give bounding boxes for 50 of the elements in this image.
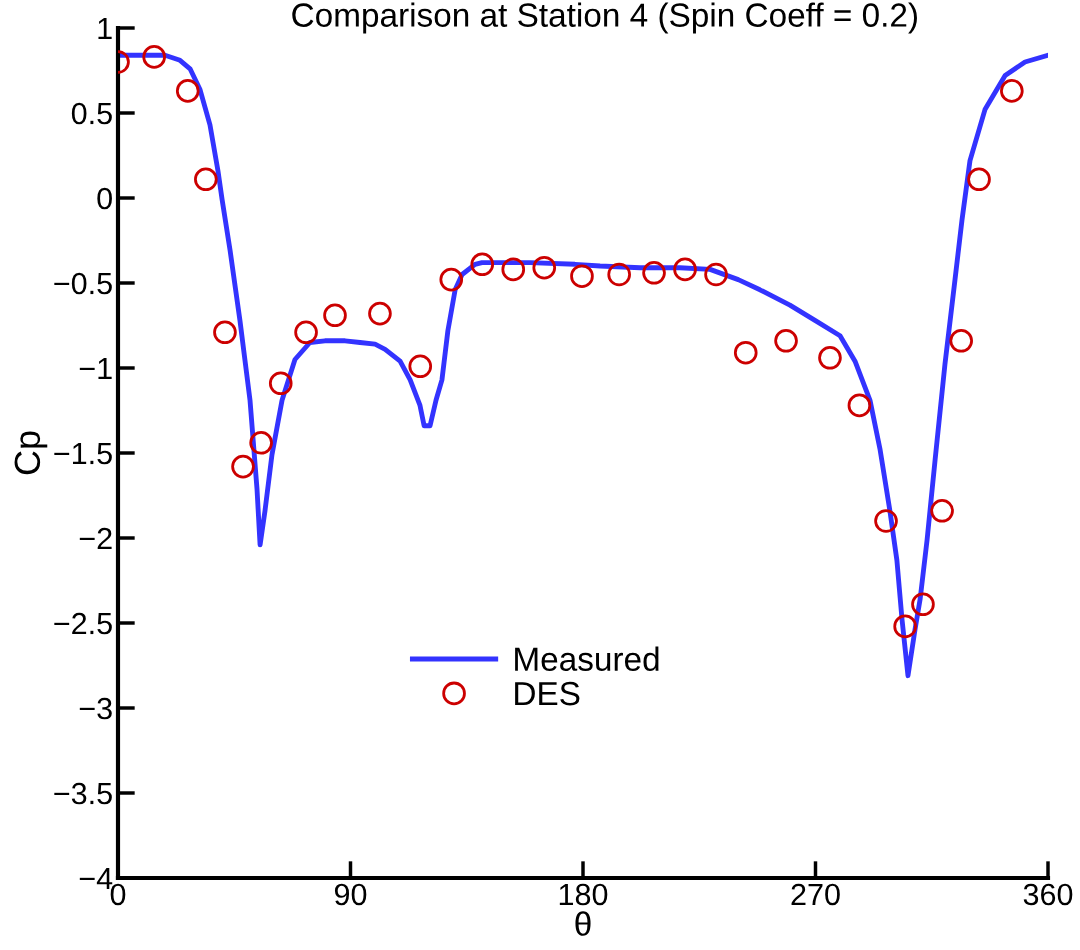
point: [439, 267, 464, 292]
chart-title: Comparison at Station 4 (Spin Coeff = 0.2): [292, 2, 917, 34]
y-tick-label: 1: [98, 18, 112, 40]
point: [607, 262, 631, 287]
y-tick-label: −0.5: [54, 272, 112, 295]
x-tick-label: 180: [559, 883, 608, 906]
point: [704, 262, 728, 287]
point: [268, 371, 293, 396]
y-axis-title: Cp: [14, 431, 48, 475]
point: [368, 301, 392, 326]
point: [194, 167, 218, 192]
y-tick-label: −2.5: [54, 612, 112, 635]
point: [501, 257, 526, 282]
legend-label: Measured: [515, 646, 659, 672]
point: [847, 393, 872, 418]
point: [570, 264, 594, 289]
point: [893, 614, 917, 639]
point: [175, 79, 200, 103]
point: [231, 454, 255, 479]
point: [949, 328, 974, 353]
y-tick-label: 0.5: [71, 102, 112, 125]
y-tick-label: −2: [79, 527, 112, 550]
point: [911, 592, 935, 617]
point: [1000, 79, 1024, 103]
point: [930, 498, 954, 523]
point: [408, 354, 433, 379]
point: [673, 257, 697, 282]
point: [323, 303, 347, 328]
point: [818, 345, 842, 370]
x-tick-label: 90: [334, 883, 367, 906]
y-tick-label: −3.5: [54, 782, 112, 805]
point: [294, 320, 318, 345]
point: [967, 167, 991, 192]
y-tick-label: −1: [79, 358, 112, 380]
x-tick-label: 270: [791, 883, 840, 906]
x-axis-title: θ: [575, 911, 591, 936]
point: [642, 260, 666, 285]
legend-label: DES: [515, 681, 580, 706]
point: [774, 328, 798, 353]
y-tick-label: −1.5: [54, 443, 112, 465]
y-tick-label: 0: [97, 187, 112, 210]
point: [733, 340, 758, 365]
y-tick-label: −3: [79, 697, 112, 720]
point: [532, 255, 557, 280]
point: [874, 509, 898, 533]
x-tick-label: 360: [1023, 883, 1073, 906]
point: [142, 45, 166, 69]
point: [213, 320, 237, 345]
point: [470, 252, 495, 277]
point: [249, 430, 273, 455]
